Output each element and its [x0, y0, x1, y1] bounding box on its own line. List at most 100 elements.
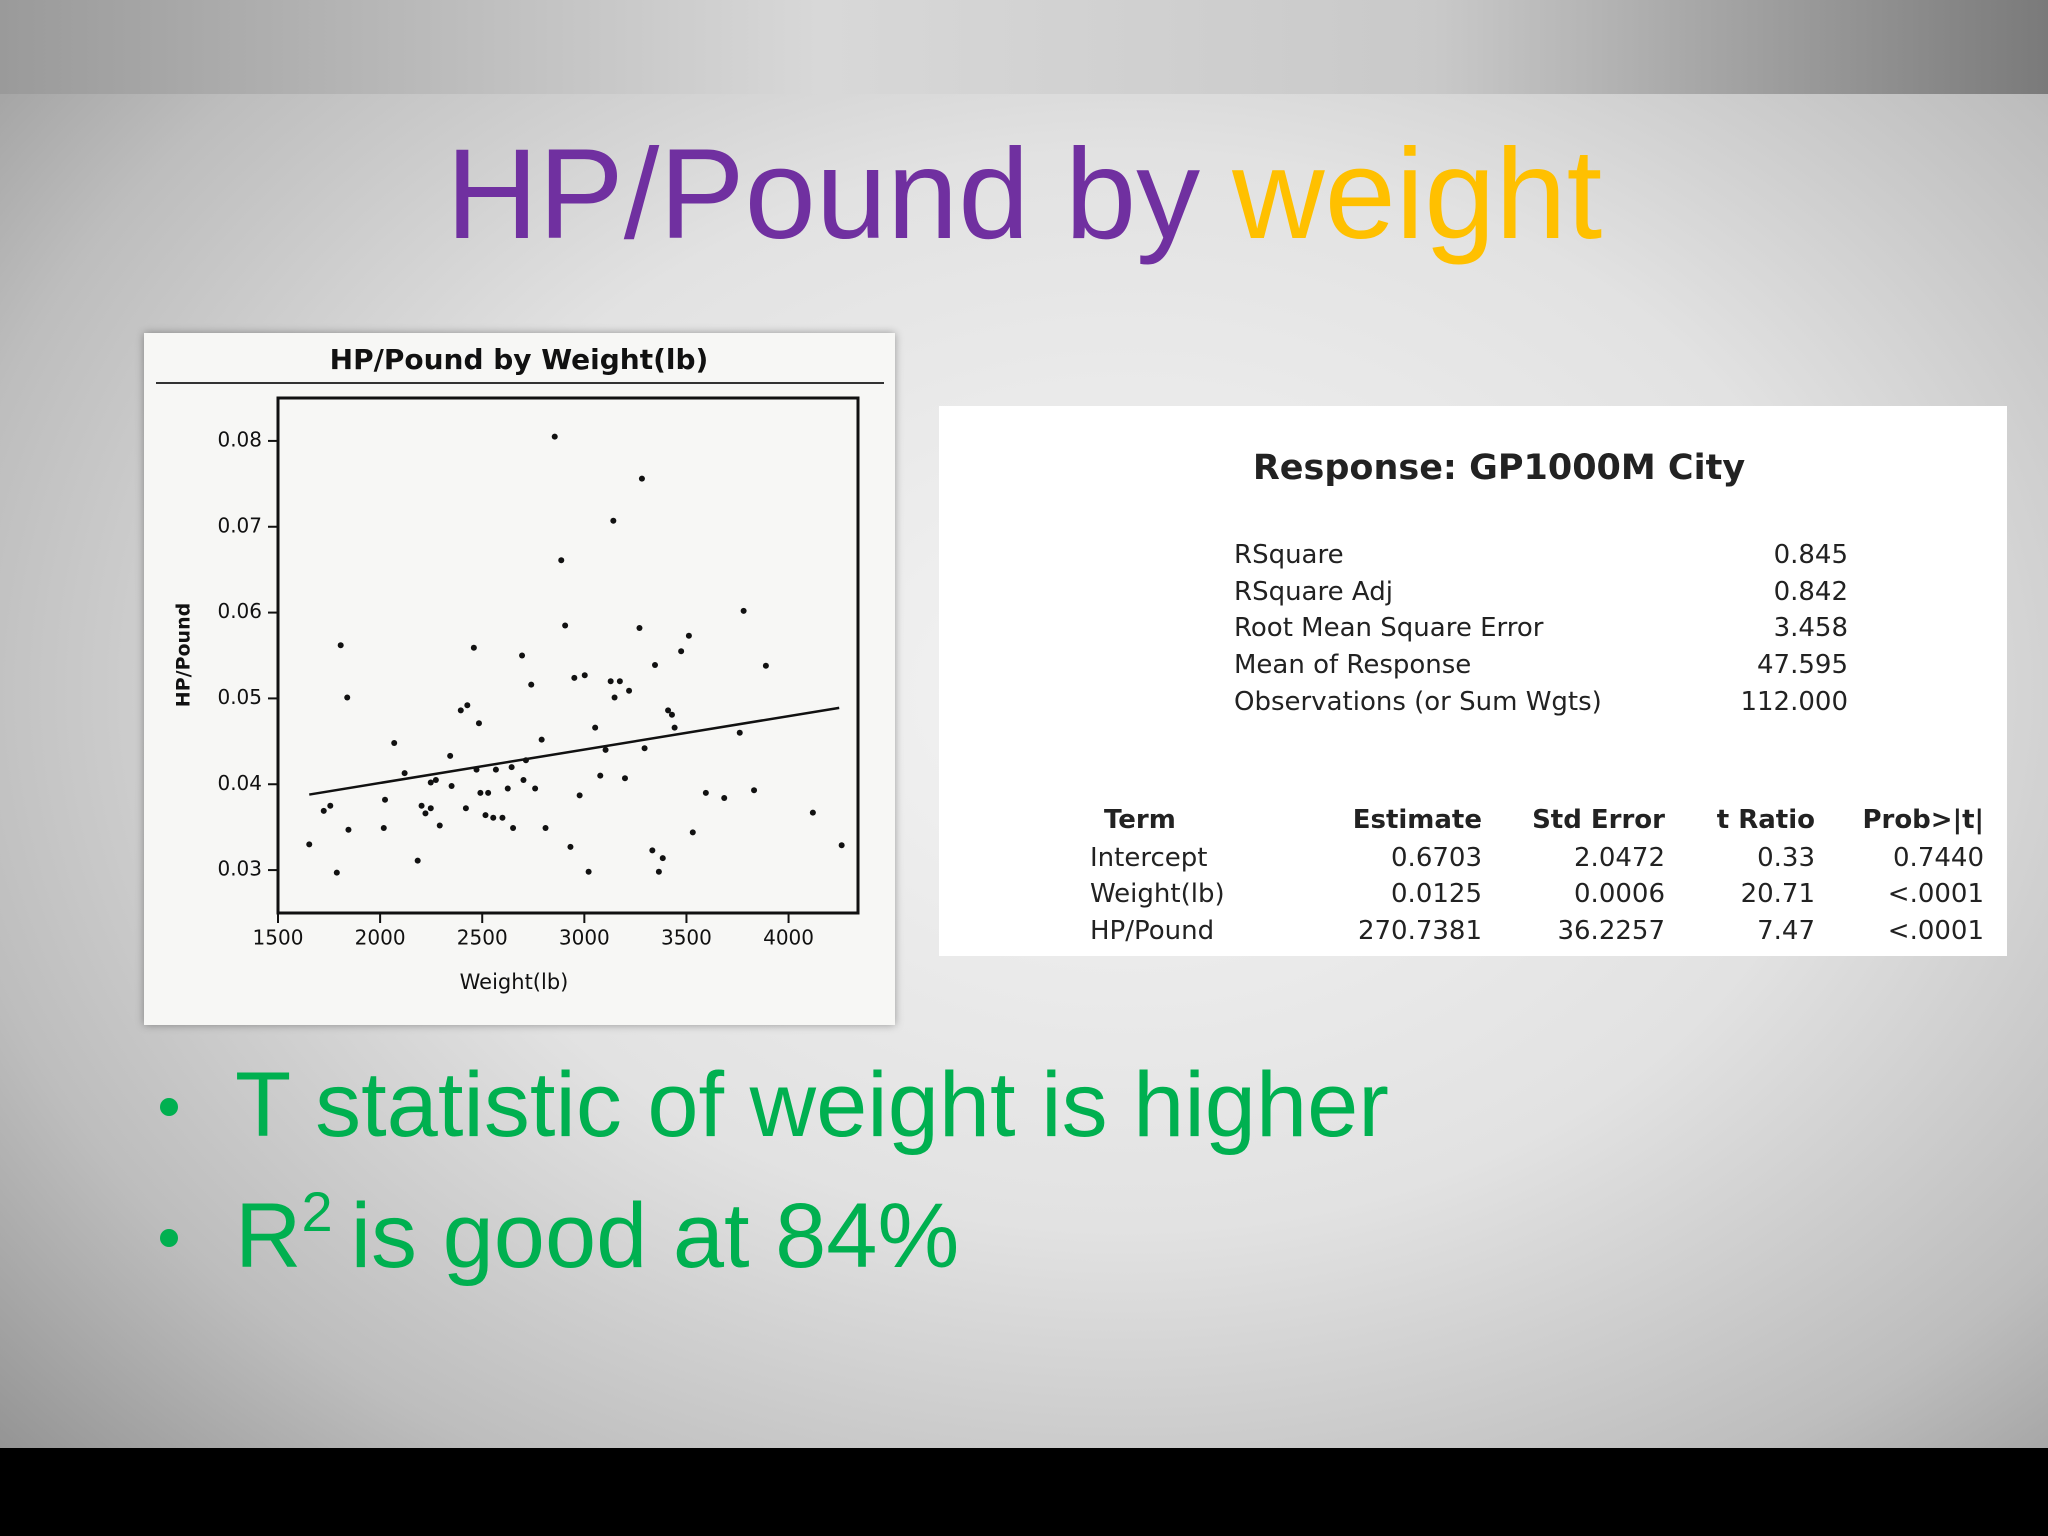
bullet-text: is good at 84%	[350, 1185, 960, 1287]
scatter-point	[602, 746, 609, 753]
x-tick-label: 2500	[457, 926, 508, 950]
y-tick-label: 0.03	[217, 857, 262, 881]
title-highlight: weight	[1232, 123, 1603, 266]
x-axis-label: Weight(lb)	[460, 970, 569, 994]
scatter-point	[504, 785, 511, 792]
scatter-point	[558, 557, 565, 564]
scatter-point	[542, 825, 549, 832]
y-tick-label: 0.08	[217, 427, 262, 451]
scatter-point	[652, 661, 658, 668]
scatter-point	[464, 702, 471, 709]
bullet-text: R	[235, 1185, 302, 1287]
slide-title: HP/Pound by weight	[0, 120, 2048, 270]
scatter-point	[538, 736, 545, 743]
scatter-point	[508, 764, 515, 771]
scatter-point	[485, 789, 492, 796]
chart-title: HP/Pound by Weight(lb)	[330, 343, 709, 376]
table-header: Estimate	[1352, 805, 1482, 835]
bottom-band	[0, 1448, 2048, 1536]
scatter-point	[607, 678, 614, 685]
x-tick-label: 1500	[253, 926, 304, 950]
scatter-point	[562, 622, 569, 629]
scatter-point	[740, 607, 747, 614]
table-cell: <.0001	[1887, 879, 1984, 909]
scatter-point	[482, 812, 489, 819]
regression-table: Response: GP1000M City RSquare 0.845 RSquar…	[939, 406, 2007, 956]
scatter-point	[401, 770, 408, 777]
table-cell: Weight(lb)	[1090, 879, 1225, 909]
scatter-point	[532, 785, 539, 792]
table-cell: Intercept	[1090, 843, 1208, 873]
scatter-point	[581, 672, 588, 679]
table-cell: 0.6703	[1391, 843, 1482, 873]
scatter-point	[391, 740, 398, 747]
plot-frame	[276, 396, 860, 915]
scatter-point	[337, 642, 344, 649]
scatter-point	[448, 782, 455, 789]
scatter-point	[616, 678, 623, 685]
table-cell: 36.2257	[1557, 916, 1665, 946]
x-tick-label: 3500	[661, 926, 712, 950]
scatter-point	[626, 687, 633, 694]
scatter-point	[528, 681, 535, 688]
scatter-point	[685, 632, 692, 639]
summary-label: Mean of Response	[1234, 650, 1472, 680]
table-cell: 0.0006	[1574, 879, 1665, 909]
x-tick-label: 3000	[559, 926, 610, 950]
chart: HP/Pound by Weight(lb) Weight(lb) HP/Pou…	[156, 343, 884, 994]
summary-label: Observations (or Sum Wgts)	[1234, 687, 1602, 717]
scatter-point	[659, 855, 666, 862]
x-tick-label: 2000	[355, 926, 406, 950]
scatter-point	[592, 724, 599, 731]
summary-value: 3.458	[1773, 613, 1848, 643]
summary-label: RSquare	[1234, 540, 1344, 570]
superscript: 2	[301, 1180, 333, 1243]
scatter-point	[571, 674, 578, 681]
scatter-point	[457, 707, 464, 714]
scatter-point	[838, 842, 845, 849]
scatter-point	[418, 802, 425, 809]
summary-value: 0.842	[1773, 577, 1848, 607]
scatter-point	[519, 652, 526, 659]
scatter-point	[492, 766, 499, 773]
table-cell: 2.0472	[1574, 843, 1665, 873]
scatter-point	[762, 662, 769, 669]
scatter-point	[333, 869, 340, 876]
bullet-dot	[160, 1229, 178, 1247]
summary-value: 0.845	[1773, 540, 1848, 570]
table-header: Term	[1104, 805, 1176, 835]
scatter-point	[470, 644, 477, 651]
scatter-point	[621, 775, 628, 782]
scatter-point	[380, 825, 387, 832]
scatter-point	[499, 814, 506, 821]
bullet-text: T statistic of weight is higher	[235, 1054, 1389, 1156]
scatter-point	[655, 868, 662, 875]
table-cell: HP/Pound	[1090, 916, 1215, 946]
y-tick-label: 0.06	[217, 599, 262, 623]
scatter-point	[689, 829, 696, 836]
table-cell: <.0001	[1887, 916, 1984, 946]
y-tick-label: 0.07	[217, 513, 262, 537]
table-title: Response: GP1000M City	[1252, 448, 1746, 488]
scatter-point	[510, 825, 517, 832]
scatter-point	[678, 648, 685, 655]
scatter-point	[551, 433, 558, 440]
table-header: Prob>|t|	[1862, 805, 1984, 835]
table-header: t Ratio	[1716, 805, 1815, 835]
table-cell: 0.33	[1757, 843, 1815, 873]
scatter-point	[447, 752, 454, 759]
scatter-point	[721, 794, 728, 801]
scatter-point	[427, 805, 434, 812]
scatter-point	[597, 772, 604, 779]
y-axis-label: HP/Pound	[173, 603, 195, 707]
scatter-point	[576, 792, 583, 799]
scatter-point	[432, 776, 439, 783]
scatter-point	[436, 822, 443, 829]
x-tick-label: 4000	[763, 926, 814, 950]
scatter-point	[610, 517, 617, 524]
y-tick-label: 0.04	[217, 771, 262, 795]
scatter-point	[638, 475, 645, 482]
scatter-point	[490, 814, 497, 821]
scatter-point	[668, 711, 675, 718]
